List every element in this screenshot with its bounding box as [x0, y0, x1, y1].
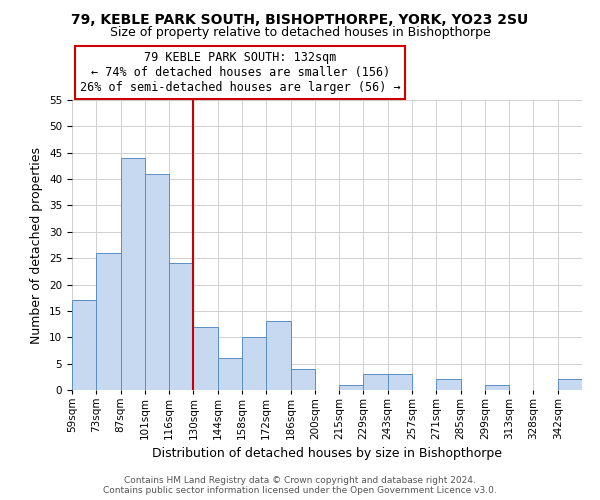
Bar	[485, 384, 509, 390]
Bar	[266, 322, 290, 390]
Bar	[290, 369, 315, 390]
X-axis label: Distribution of detached houses by size in Bishopthorpe: Distribution of detached houses by size …	[152, 448, 502, 460]
Text: 79 KEBLE PARK SOUTH: 132sqm
← 74% of detached houses are smaller (156)
26% of se: 79 KEBLE PARK SOUTH: 132sqm ← 74% of det…	[80, 51, 401, 94]
Text: Size of property relative to detached houses in Bishopthorpe: Size of property relative to detached ho…	[110, 26, 490, 39]
Bar	[242, 338, 266, 390]
Bar	[72, 300, 96, 390]
Bar	[558, 380, 582, 390]
Text: 79, KEBLE PARK SOUTH, BISHOPTHORPE, YORK, YO23 2SU: 79, KEBLE PARK SOUTH, BISHOPTHORPE, YORK…	[71, 12, 529, 26]
Text: Contains HM Land Registry data © Crown copyright and database right 2024.
Contai: Contains HM Land Registry data © Crown c…	[103, 476, 497, 495]
Bar	[96, 253, 121, 390]
Y-axis label: Number of detached properties: Number of detached properties	[31, 146, 43, 344]
Bar	[169, 264, 193, 390]
Bar	[218, 358, 242, 390]
Bar	[436, 380, 461, 390]
Bar	[339, 384, 364, 390]
Bar	[121, 158, 145, 390]
Bar	[193, 326, 218, 390]
Bar	[388, 374, 412, 390]
Bar	[364, 374, 388, 390]
Bar	[145, 174, 169, 390]
